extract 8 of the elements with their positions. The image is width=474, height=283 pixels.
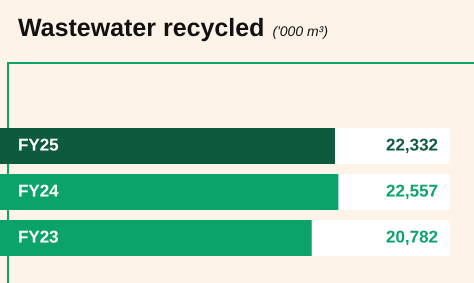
- data-label: 22,557: [386, 182, 438, 201]
- data-label: 20,782: [386, 228, 438, 247]
- data-label: 22,332: [386, 136, 438, 155]
- y-tick-label: FY25: [18, 136, 59, 155]
- chart-title: Wastewater recycled: [18, 14, 264, 42]
- chart-subtitle: ('000 m³): [272, 23, 328, 39]
- y-tick-label: FY24: [18, 182, 60, 201]
- y-tick-label: FY23: [18, 228, 59, 247]
